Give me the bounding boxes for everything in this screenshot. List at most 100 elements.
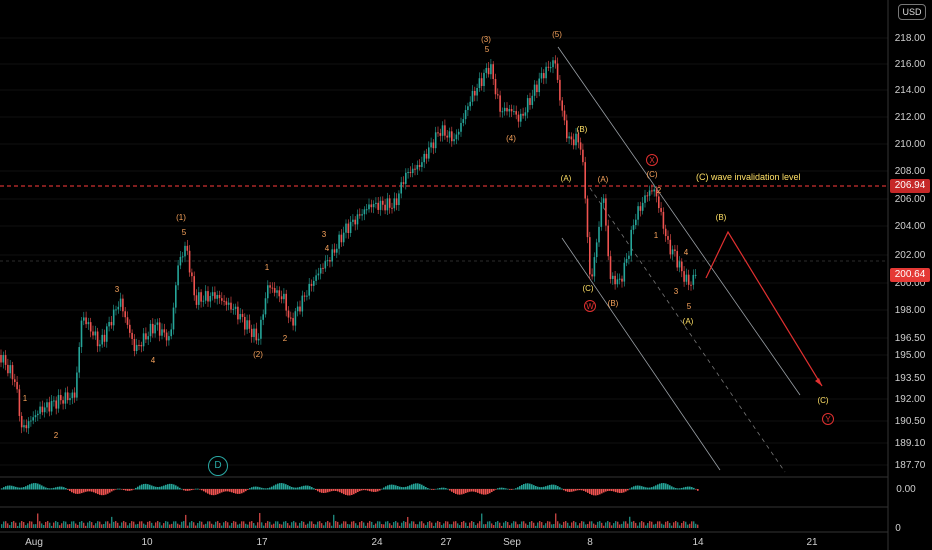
volume-bar xyxy=(359,522,361,528)
candle-body xyxy=(94,331,97,336)
volume-bar xyxy=(271,524,273,528)
osc-bar xyxy=(423,485,425,490)
volume-bar xyxy=(621,523,623,528)
candle-body xyxy=(27,421,30,429)
osc-bar xyxy=(689,486,691,490)
osc-bar xyxy=(197,488,199,490)
candle-body xyxy=(204,291,207,301)
osc-bar xyxy=(617,489,619,493)
price-label: 200.00 xyxy=(895,278,926,289)
candle-body xyxy=(145,333,147,340)
osc-bar xyxy=(351,489,353,495)
volume-bar xyxy=(395,521,397,528)
candle-body xyxy=(227,302,230,305)
candle-body xyxy=(359,214,361,216)
volume-bar xyxy=(319,521,321,528)
osc-bar xyxy=(301,486,303,490)
osc-bar xyxy=(143,483,145,490)
osc-bar xyxy=(475,489,477,493)
osc-bar xyxy=(131,489,133,491)
candle-body xyxy=(605,198,607,226)
osc-bar xyxy=(373,489,375,492)
osc-bar xyxy=(573,489,575,492)
osc-bar xyxy=(585,489,587,492)
osc-bar xyxy=(405,486,407,490)
osc-bar xyxy=(165,484,167,490)
candle-body xyxy=(165,332,168,341)
wave-label: 1 xyxy=(654,231,659,240)
osc-bar xyxy=(173,484,175,490)
osc-bar xyxy=(359,489,361,492)
candle-body xyxy=(287,310,290,318)
volume-bar xyxy=(73,521,75,528)
osc-bar xyxy=(215,489,217,495)
osc-bar xyxy=(389,484,391,490)
candle-body xyxy=(439,133,442,136)
volume-bar xyxy=(549,521,551,528)
osc-bar xyxy=(631,487,633,490)
volume-bar xyxy=(189,522,191,528)
candle-body xyxy=(474,90,476,96)
osc-bar xyxy=(487,489,489,495)
candle-body xyxy=(331,249,333,262)
price-label: 218.00 xyxy=(895,33,926,44)
candle-body xyxy=(487,68,490,75)
volume-bar xyxy=(273,523,275,528)
wave-label: (5) xyxy=(552,30,562,39)
candle-body xyxy=(85,317,87,325)
osc-bar xyxy=(371,489,373,492)
osc-bar xyxy=(391,484,393,490)
volume-bar xyxy=(329,522,331,528)
osc-bar xyxy=(561,488,563,490)
volume-bar xyxy=(565,521,567,528)
volume-bar xyxy=(313,523,315,528)
candle-body xyxy=(547,66,550,68)
osc-bar xyxy=(597,489,599,496)
candle-body xyxy=(552,60,554,68)
volume-bar xyxy=(421,521,423,528)
candle-body xyxy=(485,68,488,73)
osc-bar xyxy=(583,489,585,491)
osc-bar xyxy=(417,483,419,490)
volume-bar xyxy=(315,524,317,528)
osc-bar xyxy=(61,486,63,490)
volume-bar xyxy=(381,524,383,528)
currency-badge[interactable]: USD xyxy=(898,4,926,20)
volume-bar xyxy=(337,521,339,528)
volume-bar xyxy=(101,524,103,528)
osc-bar xyxy=(643,486,645,490)
candle-body xyxy=(50,400,53,412)
osc-bar xyxy=(545,486,547,490)
volume-bar xyxy=(161,525,163,528)
candle-body xyxy=(175,285,177,308)
candle-body xyxy=(290,317,292,319)
date-axis[interactable]: Aug 10 17 24 27 Sep 8 14 21 xyxy=(0,531,888,548)
volume-bar xyxy=(525,523,527,528)
osc-bar xyxy=(211,489,213,496)
volume-bar xyxy=(281,524,283,528)
volume-bar xyxy=(287,523,289,528)
price-axis[interactable]: 218.00 216.00 214.00 212.00 210.00 208.00 206.… xyxy=(887,0,926,550)
wave-label: (3) xyxy=(481,35,491,44)
osc-bar xyxy=(189,489,191,491)
osc-bar xyxy=(439,487,441,490)
osc-bar xyxy=(127,489,129,491)
candle-body xyxy=(322,267,324,269)
candle-body xyxy=(501,111,504,113)
volume-bar xyxy=(83,522,85,528)
price-label: 193.50 xyxy=(895,373,926,384)
trend-channel xyxy=(557,46,801,473)
osc-bar xyxy=(93,489,95,493)
osc-bar xyxy=(611,489,613,492)
indicator-d-badge[interactable]: D xyxy=(208,456,228,476)
candle-body xyxy=(402,182,405,184)
volume-bar xyxy=(303,521,305,528)
osc-bar xyxy=(401,487,403,490)
volume-bar xyxy=(335,521,337,528)
price-grid: (C) wave invalidation level xyxy=(0,37,888,466)
osc-bar xyxy=(529,483,531,490)
osc-bar xyxy=(693,487,695,490)
volume-bar xyxy=(443,523,445,528)
osc-bar xyxy=(525,483,527,490)
